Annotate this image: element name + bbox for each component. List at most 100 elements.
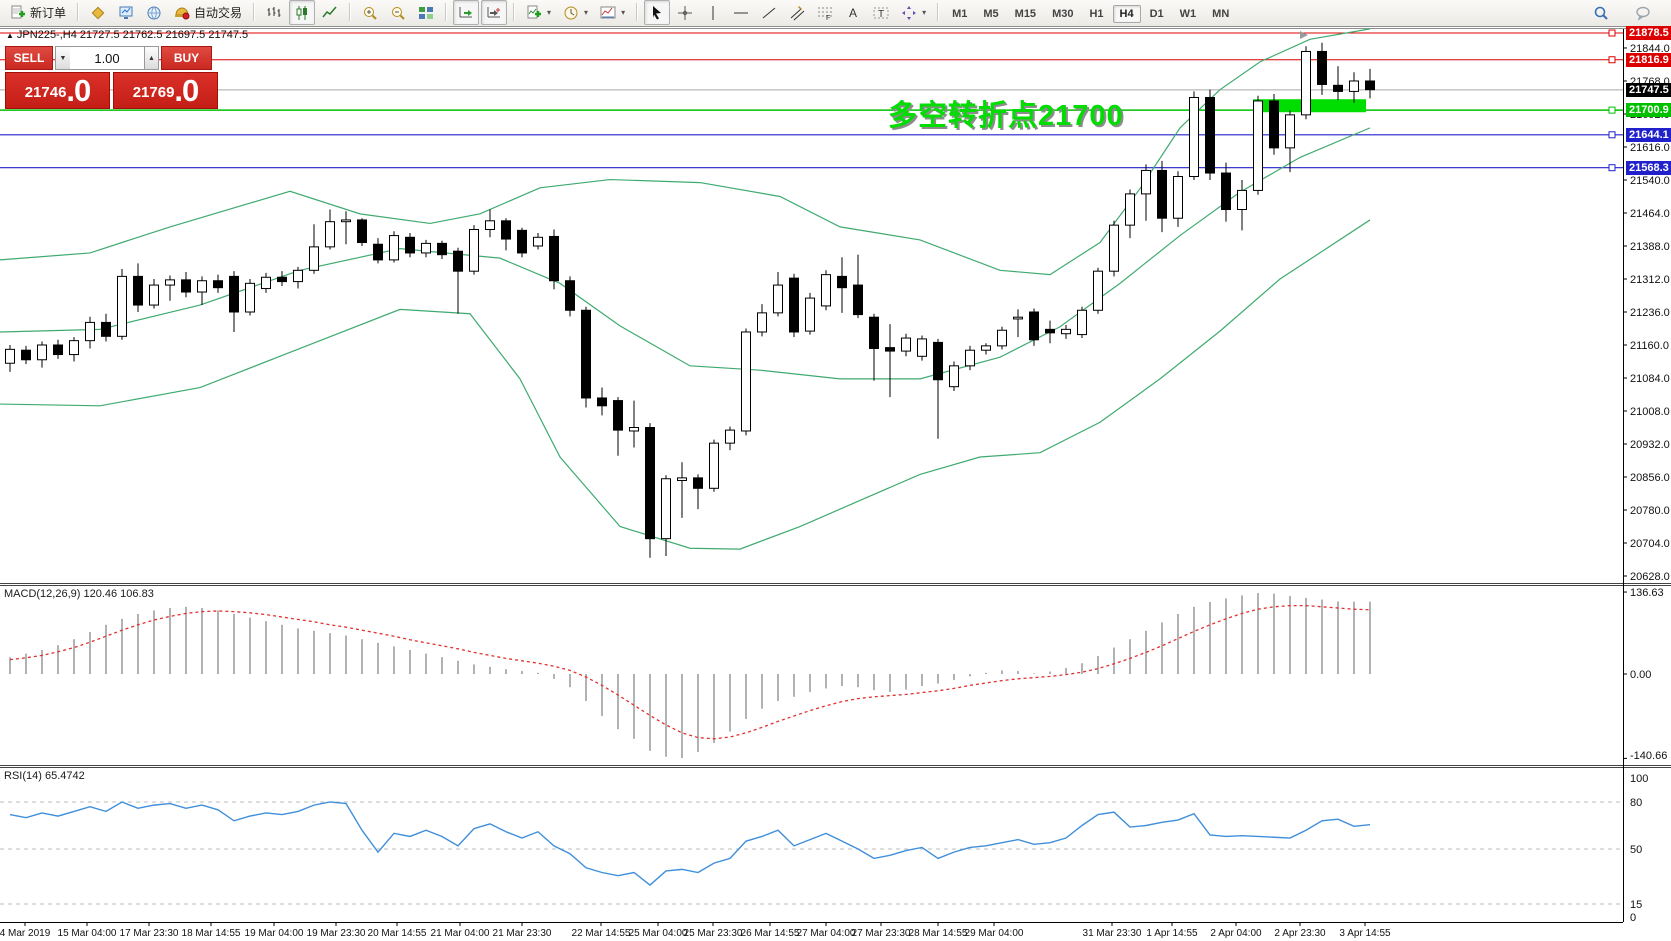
hline-icon — [733, 5, 749, 21]
zoom-out-icon — [390, 5, 406, 21]
chart-canvas[interactable]: 21844.021768.021692.021616.021540.021464… — [0, 28, 1671, 941]
price-level-badge: 21568.3 — [1626, 160, 1671, 175]
autotrade-icon — [174, 5, 190, 21]
one-click-trading-panel: SELL ▼ ▲ BUY 21746 .0 21769 .0 — [5, 46, 219, 109]
buy-button[interactable]: BUY — [161, 46, 212, 70]
cursor-icon — [649, 5, 665, 21]
candle-body — [501, 220, 511, 240]
sell-button[interactable]: SELL — [5, 46, 53, 70]
timeframe-h1[interactable]: H1 — [1089, 8, 1104, 20]
chevron-down-icon: ▾ — [922, 8, 927, 18]
candle-body — [1173, 176, 1183, 219]
auto-scroll-button[interactable] — [453, 0, 480, 26]
label-button[interactable]: T — [868, 0, 894, 25]
timeframe-bar: M1 M5 M15 M30 H1 H4 D1 W1 MN — [944, 4, 1237, 23]
chat-button[interactable] — [1630, 1, 1656, 26]
bar-chart-button[interactable] — [261, 0, 287, 25]
candle-body — [853, 284, 863, 316]
crosshair-button[interactable] — [672, 0, 698, 25]
candle-body — [1237, 189, 1247, 211]
cursor-button[interactable] — [644, 0, 671, 26]
hline-button[interactable] — [728, 0, 754, 25]
bid-price-main: 21746 — [24, 84, 67, 101]
rsi-indicator-label: RSI(14) 65.4742 — [4, 770, 85, 782]
macd-tick-label: 0.00 — [1630, 669, 1651, 681]
candle-body — [885, 347, 895, 352]
price-tick-label: 21312.0 — [1630, 274, 1670, 286]
navigator-button[interactable] — [141, 0, 167, 25]
candle-body — [245, 282, 255, 313]
new-order-button[interactable]: 新订单 — [5, 0, 71, 25]
time-axis-label: 2 Apr 23:30 — [1274, 928, 1326, 939]
timeframe-m5[interactable]: M5 — [983, 8, 999, 20]
level-line-handle — [1608, 131, 1616, 139]
candle-body — [21, 349, 31, 361]
market-watch-button[interactable] — [113, 0, 139, 25]
macd-signal-line — [9, 604, 1371, 740]
toolbar-buttons: 新订单 自动交易 ▾ ▾ ▾ F A T ▾ — [4, 0, 944, 26]
bars-icon — [266, 5, 282, 21]
candle-body — [709, 442, 719, 489]
time-axis-label: 1 Apr 14:55 — [1146, 928, 1198, 939]
candle-body — [1205, 96, 1215, 174]
bid-price-box[interactable]: 21746 .0 — [5, 72, 110, 109]
chart-shift-button[interactable] — [481, 0, 508, 26]
channel-button[interactable] — [784, 0, 810, 25]
text-button[interactable]: A — [840, 0, 866, 25]
candle-body — [437, 242, 447, 256]
templates-button[interactable]: ▾ — [595, 0, 630, 25]
svg-text:F: F — [826, 15, 830, 21]
macd-indicator-label: MACD(12,26,9) 120.46 106.83 — [4, 588, 154, 600]
shift-icon — [486, 5, 502, 21]
timeframe-m30[interactable]: M30 — [1052, 8, 1074, 20]
tile-windows-button[interactable] — [413, 0, 439, 25]
charts-profile-button[interactable] — [85, 0, 111, 25]
volume-input[interactable] — [70, 46, 144, 70]
rsi-tick-label: 0 — [1630, 912, 1636, 924]
toolbar-separator — [636, 2, 639, 21]
vline-button[interactable] — [700, 0, 726, 25]
volume-increase-button[interactable]: ▲ — [144, 46, 159, 70]
ask-price-box[interactable]: 21769 .0 — [113, 72, 218, 109]
arrows-button[interactable]: ▾ — [896, 0, 931, 25]
time-axis-label: 25 Mar 04:00 — [629, 928, 688, 939]
candle-body — [261, 276, 271, 290]
timeframe-m1[interactable]: M1 — [952, 8, 968, 20]
chart-collapse-icon[interactable]: ▲ — [6, 31, 14, 40]
auto-trading-button[interactable]: 自动交易 — [169, 0, 247, 25]
time-axis-label: 19 Mar 23:30 — [307, 928, 366, 939]
timeframe-h4[interactable]: H4 — [1112, 5, 1141, 23]
time-axis-label: 4 Mar 2019 — [0, 928, 51, 939]
timeframe-d1[interactable]: D1 — [1149, 8, 1164, 20]
candle-chart-button[interactable] — [289, 0, 316, 26]
volume-decrease-button[interactable]: ▼ — [55, 46, 70, 70]
candle-body — [293, 269, 303, 283]
candle-body — [965, 349, 975, 367]
candle-body — [341, 219, 351, 223]
text-t-icon: T — [873, 5, 889, 21]
chevron-down-icon: ▾ — [584, 8, 589, 18]
search-icon — [1593, 5, 1609, 21]
trendline-button[interactable] — [756, 0, 782, 25]
zoom-out-button[interactable] — [385, 0, 411, 25]
toolbar-separator — [77, 2, 80, 21]
timeframe-mn[interactable]: MN — [1212, 8, 1230, 20]
candle-body — [133, 275, 143, 306]
price-tick-label: 21160.0 — [1630, 340, 1669, 352]
time-axis-label: 25 Mar 23:30 — [684, 928, 743, 939]
periods-menu-button[interactable]: ▾ — [558, 0, 593, 25]
candle-body — [741, 331, 751, 432]
fibonacci-button[interactable]: F — [812, 0, 838, 25]
level-line-handle — [1608, 106, 1616, 114]
zoom-in-button[interactable] — [357, 0, 383, 25]
search-button[interactable] — [1588, 1, 1614, 26]
time-axis-label: 26 Mar 14:55 — [741, 928, 800, 939]
candle-body — [1317, 50, 1327, 85]
indicators-button[interactable]: ▾ — [521, 0, 556, 25]
line-chart-button[interactable] — [317, 0, 343, 25]
toolbar-separator — [937, 2, 940, 21]
crosshair-icon — [677, 5, 693, 21]
timeframe-m15[interactable]: M15 — [1014, 8, 1037, 20]
timeframe-w1[interactable]: W1 — [1179, 8, 1197, 20]
candle-body — [997, 329, 1007, 347]
